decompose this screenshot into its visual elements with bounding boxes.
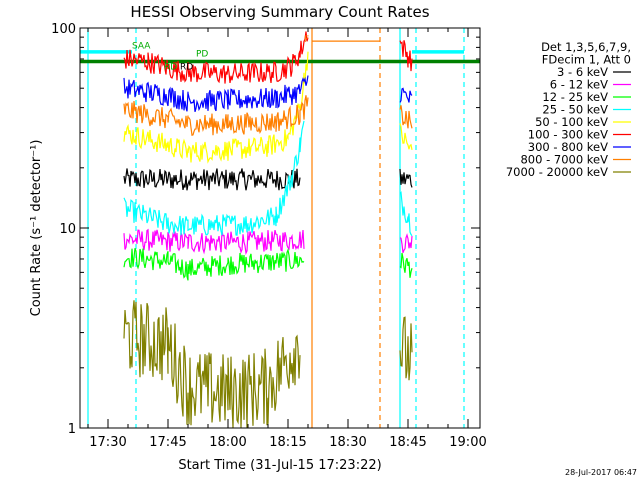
legend-label-8: 7000 - 20000 keV — [506, 165, 608, 179]
series-line-5-0 — [123, 31, 309, 84]
series-line-3-0 — [123, 120, 305, 236]
x-tick-label-5: 18:45 — [389, 435, 426, 450]
legend-header-1: FDecim 1, Att 0 — [542, 53, 631, 67]
series-line-8-1 — [399, 316, 413, 381]
legend-label-5: 100 - 300 keV — [528, 128, 608, 142]
series-line-1-0 — [123, 228, 305, 256]
annotation-2: RD — [180, 63, 193, 73]
annotation-1: RD — [164, 63, 177, 73]
chart-title: HESSI Observing Summary Count Rates — [130, 3, 429, 21]
legend: Det 1,3,5,6,7,9,FDecim 1, Att 03 - 6 keV… — [506, 40, 631, 179]
series-line-8-0 — [123, 300, 301, 429]
x-tick-label-1: 17:45 — [149, 435, 186, 450]
annotation-3: PD — [196, 50, 208, 60]
series-line-5-1 — [399, 40, 413, 72]
series-line-7-0 — [123, 95, 309, 136]
series-line-1-1 — [399, 233, 413, 254]
timestamp: 28-Jul-2017 06:47 — [565, 468, 637, 477]
series-line-7-2 — [399, 105, 413, 129]
legend-header-0: Det 1,3,5,6,7,9, — [541, 40, 631, 54]
series-line-4-1 — [399, 123, 413, 151]
series-line-3-1 — [399, 191, 413, 237]
legend-label-1: 6 - 12 keV — [550, 78, 608, 92]
legend-label-2: 12 - 25 keV — [542, 90, 608, 104]
y-tick-label-0: 1 — [68, 422, 76, 437]
legend-label-7: 800 - 7000 keV — [520, 153, 608, 167]
annotation-0: SAA — [132, 41, 151, 51]
series-line-0-1 — [399, 168, 413, 188]
x-tick-label-2: 18:00 — [209, 435, 246, 450]
x-tick-label-4: 18:30 — [329, 435, 366, 450]
series-line-2-0 — [123, 248, 305, 281]
series-line-0-0 — [123, 168, 301, 191]
series-line-4-0 — [123, 51, 309, 164]
y-tick-label-2: 100 — [51, 22, 76, 37]
annotation-4: F — [304, 35, 309, 45]
x-axis-label: Start Time (31-Jul-15 17:23:22) — [178, 458, 381, 473]
y-tick-label-1: 10 — [59, 222, 76, 237]
series-line-2-1 — [399, 252, 413, 278]
legend-label-4: 50 - 100 keV — [535, 115, 608, 129]
x-tick-label-0: 17:30 — [89, 435, 126, 450]
y-axis-label: Count Rate (s⁻¹ detector⁻¹) — [29, 140, 44, 317]
legend-label-6: 300 - 800 keV — [528, 140, 608, 154]
legend-label-0: 3 - 6 keV — [557, 65, 608, 79]
legend-label-3: 25 - 50 keV — [542, 103, 608, 117]
series-line-6-1 — [399, 87, 413, 103]
series-line-6-0 — [123, 75, 309, 112]
x-tick-label-3: 18:15 — [269, 435, 306, 450]
x-tick-label-6: 19:00 — [449, 435, 486, 450]
